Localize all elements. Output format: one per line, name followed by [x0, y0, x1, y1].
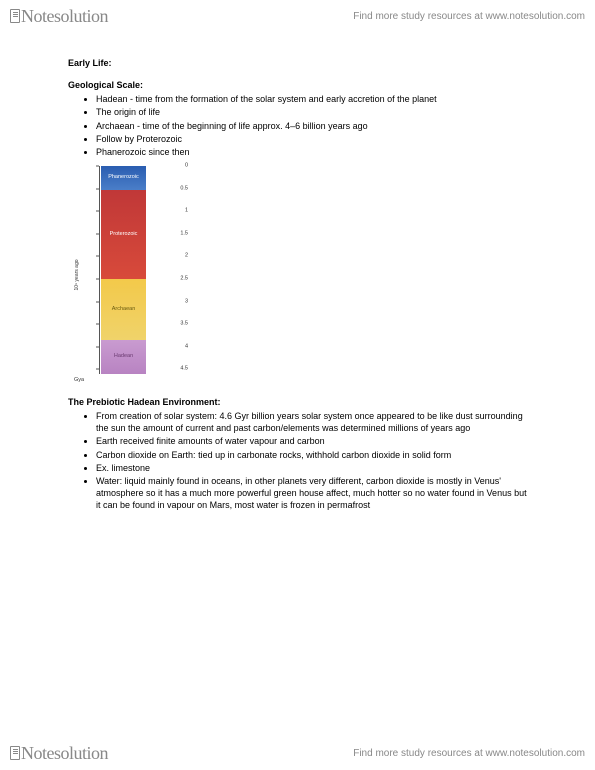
chart-segment: Phanerozoic	[101, 166, 146, 190]
section2-list: From creation of solar system: 4.6 Gyr b…	[68, 410, 527, 511]
chart-unit-label: Gya	[74, 377, 84, 384]
list-item: Archaean - time of the beginning of life…	[96, 120, 527, 132]
chart-segment: Proterozoic	[101, 190, 146, 279]
chart-tick-label: 2	[168, 253, 188, 260]
chart-tick-label: 1	[168, 207, 188, 214]
chart-canvas: 10⁹ years ago PhanerozoicProterozoicArch…	[68, 166, 188, 384]
list-item: Follow by Proterozoic	[96, 133, 527, 145]
chart-segment: Archaean	[101, 279, 146, 340]
chart-tick-label: 4	[168, 343, 188, 350]
chart-tick-label: 0.5	[168, 185, 188, 192]
chart-tick-label: 1.5	[168, 230, 188, 237]
list-item: From creation of solar system: 4.6 Gyr b…	[96, 410, 527, 434]
chart-tick-label: 3.5	[168, 321, 188, 328]
chart-tick-mark	[96, 324, 99, 325]
note-icon	[10, 9, 20, 23]
page-title: Early Life:	[68, 57, 527, 69]
chart-bar-area: PhanerozoicProterozoicArchaeanHadean	[101, 166, 146, 374]
chart-tick-mark	[96, 279, 99, 280]
page-header: Notesolution Find more study resources a…	[0, 0, 595, 29]
page-footer: Notesolution Find more study resources a…	[0, 741, 595, 766]
chart-ylabel: 10⁹ years ago	[74, 259, 81, 290]
chart-tick-mark	[96, 188, 99, 189]
logo: Notesolution	[10, 6, 108, 27]
geologic-scale-chart: 10⁹ years ago PhanerozoicProterozoicArch…	[68, 166, 527, 384]
chart-tick-mark	[96, 233, 99, 234]
list-item: Water: liquid mainly found in oceans, in…	[96, 475, 527, 511]
list-item: Earth received finite amounts of water v…	[96, 435, 527, 447]
document-body: Early Life: Geological Scale: Hadean - t…	[0, 29, 595, 529]
footer-logo-text: Notesolution	[21, 743, 108, 763]
list-item: The origin of life	[96, 106, 527, 118]
section2-heading: The Prebiotic Hadean Environment:	[68, 396, 527, 408]
logo-text: Notesolution	[21, 6, 108, 26]
footer-tagline: Find more study resources at www.notesol…	[353, 748, 585, 759]
chart-tick-mark	[96, 256, 99, 257]
chart-tick-label: 3	[168, 298, 188, 305]
chart-tick-mark	[96, 346, 99, 347]
chart-tick-label: 4.5	[168, 366, 188, 373]
chart-segment: Hadean	[101, 340, 146, 374]
chart-tick-mark	[96, 165, 99, 166]
section1-list: Hadean - time from the formation of the …	[68, 93, 527, 158]
chart-tick-mark	[96, 211, 99, 212]
footer-logo: Notesolution	[10, 743, 108, 764]
list-item: Hadean - time from the formation of the …	[96, 93, 527, 105]
list-item: Carbon dioxide on Earth: tied up in carb…	[96, 449, 527, 461]
list-item: Ex. limestone	[96, 462, 527, 474]
chart-tick-mark	[96, 369, 99, 370]
section1-heading: Geological Scale:	[68, 79, 527, 91]
chart-tick-mark	[96, 301, 99, 302]
note-icon	[10, 746, 20, 760]
list-item: Phanerozoic since then	[96, 146, 527, 158]
chart-tick-label: 0	[168, 162, 188, 169]
header-tagline: Find more study resources at www.notesol…	[353, 11, 585, 22]
chart-axis	[99, 166, 100, 374]
chart-tick-label: 2.5	[168, 275, 188, 282]
